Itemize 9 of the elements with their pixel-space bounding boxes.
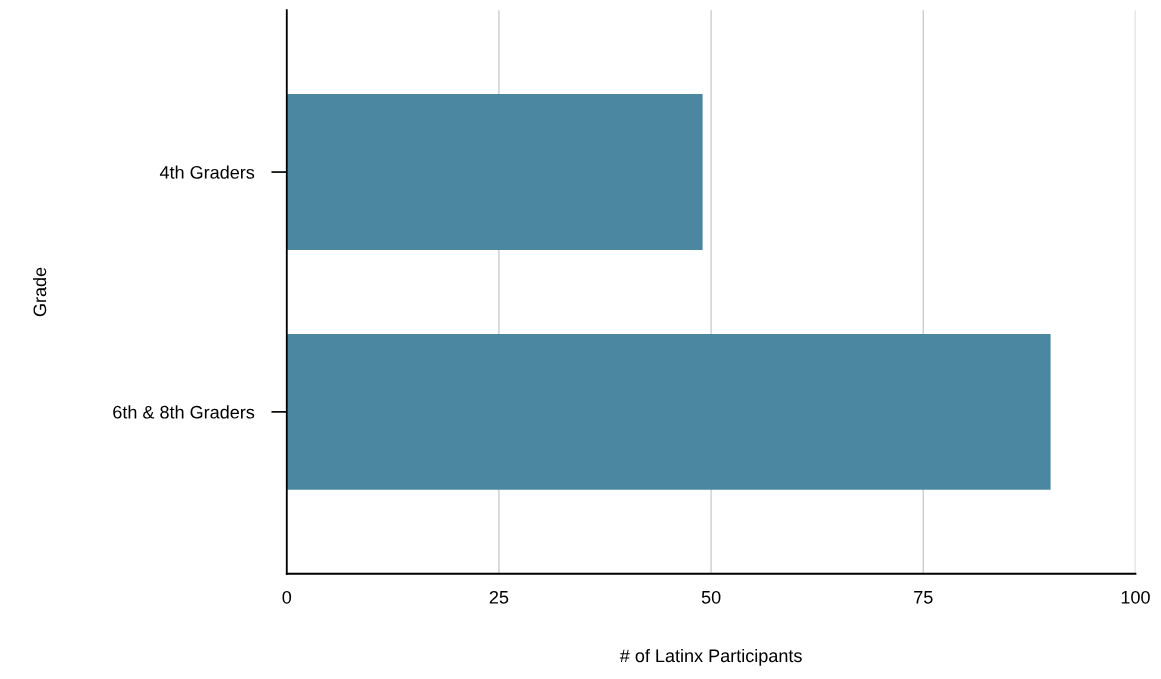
y-axis-title: Grade — [32, 267, 47, 317]
x-tick-label: 0 — [282, 590, 292, 604]
x-tick-label: 100 — [1121, 590, 1150, 604]
x-tick-label: 25 — [489, 590, 509, 604]
y-tick-label: 6th & 8th Graders — [113, 405, 255, 419]
x-tick-label: 75 — [914, 591, 933, 604]
y-tick-label: 4th Graders — [159, 165, 255, 179]
x-axis-title: # of Latinx Participants — [619, 648, 802, 666]
x-tick-label: 50 — [701, 590, 721, 604]
